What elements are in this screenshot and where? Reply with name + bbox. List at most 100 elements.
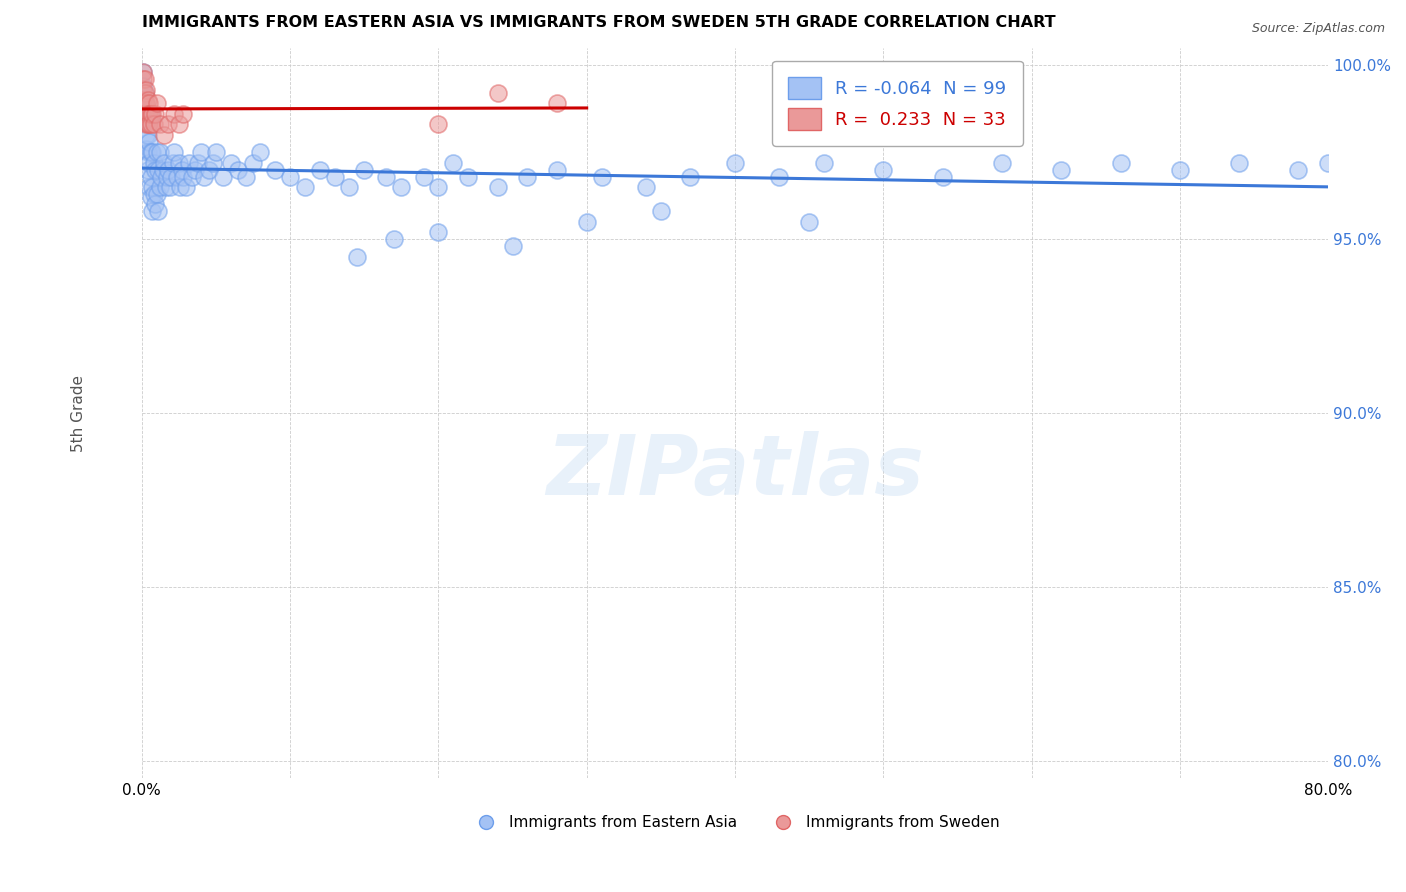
Point (346, 250, 368, 264)
Point (155, 180, 177, 194)
Point (1227, 155, 1250, 169)
Point (205, 145, 228, 160)
Point (141, 204, 163, 219)
Point (132, 72, 155, 87)
Point (134, 96, 156, 111)
Text: IMMIGRANTS FROM EASTERN ASIA VS IMMIGRANTS FROM SWEDEN 5TH GRADE CORRELATION CHA: IMMIGRANTS FROM EASTERN ASIA VS IMMIGRAN… (142, 15, 1056, 30)
Point (143, 162, 166, 177)
Point (134, 103, 156, 118)
Point (167, 155, 190, 169)
Point (294, 180, 316, 194)
Point (139, 107, 162, 121)
Point (516, 169, 538, 184)
Point (157, 117, 180, 131)
Point (931, 169, 953, 184)
Point (190, 145, 212, 160)
Point (427, 117, 450, 131)
Point (139, 111, 162, 125)
Point (427, 180, 450, 194)
Point (149, 117, 172, 131)
Point (136, 162, 159, 177)
Point (1168, 162, 1191, 177)
Point (135, 82, 157, 96)
Point (145, 145, 167, 160)
Point (179, 155, 201, 169)
Point (138, 155, 160, 169)
Point (134, 86, 156, 100)
Point (201, 155, 224, 169)
Point (149, 180, 172, 194)
Point (146, 204, 169, 219)
Point (153, 155, 176, 169)
Point (768, 169, 790, 184)
Point (135, 128, 157, 142)
Point (457, 169, 479, 184)
Point (135, 107, 157, 121)
Point (170, 162, 193, 177)
Point (486, 86, 509, 100)
Point (138, 96, 160, 111)
Legend: Immigrants from Eastern Asia, Immigrants from Sweden: Immigrants from Eastern Asia, Immigrants… (464, 809, 1005, 837)
Point (143, 197, 166, 211)
Point (679, 169, 702, 184)
Point (134, 86, 156, 100)
Point (152, 162, 174, 177)
Y-axis label: 5th Grade: 5th Grade (72, 375, 86, 451)
Point (132, 79, 155, 94)
Point (136, 107, 159, 121)
Point (249, 145, 271, 160)
Point (323, 169, 346, 184)
Point (163, 145, 186, 160)
Text: ZIPatlas: ZIPatlas (546, 431, 924, 512)
Point (135, 96, 157, 111)
Point (141, 180, 163, 194)
Point (146, 162, 169, 177)
Point (427, 225, 450, 239)
Point (441, 155, 464, 169)
Point (167, 117, 190, 131)
Point (145, 186, 167, 201)
Point (139, 169, 162, 184)
Point (546, 96, 568, 111)
Point (153, 128, 176, 142)
Point (142, 155, 165, 169)
Point (1288, 162, 1310, 177)
Point (353, 162, 375, 177)
Point (145, 96, 167, 111)
Point (135, 142, 157, 156)
Point (797, 215, 820, 229)
Point (575, 215, 598, 229)
Point (162, 155, 184, 169)
Point (1109, 155, 1132, 169)
Point (149, 145, 172, 160)
Point (278, 169, 301, 184)
Text: Source: ZipAtlas.com: Source: ZipAtlas.com (1251, 22, 1385, 36)
Point (187, 155, 209, 169)
Point (991, 155, 1014, 169)
Point (212, 169, 235, 184)
Point (650, 204, 672, 219)
Point (141, 145, 163, 160)
Point (134, 72, 156, 87)
Point (412, 169, 434, 184)
Point (872, 162, 894, 177)
Point (181, 169, 204, 184)
Point (139, 190, 162, 204)
Point (157, 162, 180, 177)
Point (150, 169, 173, 184)
Point (132, 65, 155, 79)
Point (375, 169, 398, 184)
Point (169, 180, 191, 194)
Point (163, 107, 186, 121)
Point (132, 65, 155, 79)
Point (132, 93, 155, 107)
Point (134, 107, 156, 121)
Point (546, 162, 568, 177)
Point (242, 155, 264, 169)
Point (138, 180, 160, 194)
Point (1317, 155, 1340, 169)
Point (172, 107, 194, 121)
Point (138, 107, 160, 121)
Point (591, 169, 613, 184)
Point (193, 169, 215, 184)
